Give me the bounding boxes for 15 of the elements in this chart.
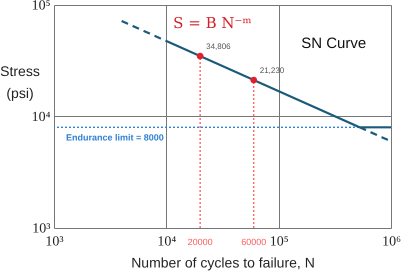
y-axis-title: Stress (psi) (0, 62, 40, 101)
x-tick-label: 10⁵ (270, 234, 289, 250)
annotation: SN Curve (301, 34, 366, 52)
y-tick-label: 10⁵ (32, 0, 51, 14)
x-axis-title: Number of cycles to failure, N (131, 254, 315, 270)
y-tick-label: 10³ (32, 222, 50, 236)
ref-line-label: 20000 (188, 237, 213, 247)
ref-line-label: 60000 (241, 237, 266, 247)
ref-line-label: Endurance limit = 8000 (66, 132, 164, 142)
x-tick-label: 10⁶ (382, 234, 402, 250)
x-tick-label: 10⁴ (157, 234, 176, 250)
data-label: 34,806 (206, 42, 232, 52)
x-tick-label: 10³ (45, 234, 64, 250)
annotation: S = B N⁻ᵐ (173, 14, 252, 32)
y-tick-label: 10⁴ (32, 110, 51, 125)
